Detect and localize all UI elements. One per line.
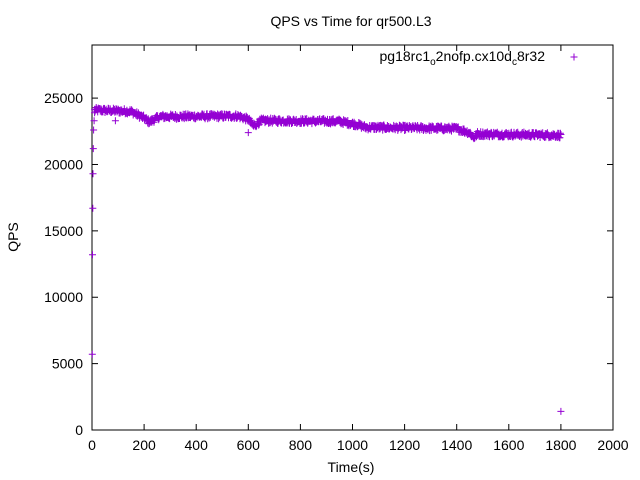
data-point xyxy=(255,120,263,128)
y-axis: 0 5000 10000 15000 20000 25000 xyxy=(44,90,613,438)
data-point-outlier xyxy=(89,145,97,153)
plot-frame xyxy=(91,44,614,431)
data-point xyxy=(557,131,565,138)
y-tick-label: 5000 xyxy=(52,356,83,372)
x-tick-label: 1400 xyxy=(441,437,472,453)
y-axis-label: QPS xyxy=(5,222,21,252)
data-point-outlier xyxy=(111,117,119,125)
data-point-outlier xyxy=(88,350,96,358)
x-axis: 0 200 400 600 800 1000 1200 1400 1600 1800 2000 xyxy=(88,45,629,453)
chart-title: QPS vs Time for qr500.L3 xyxy=(270,13,431,29)
legend: pg18rc1o2nofp.cx10dc8r32 xyxy=(380,48,578,68)
y-tick-label: 10000 xyxy=(44,289,83,305)
x-tick-label: 800 xyxy=(289,437,313,453)
data-point xyxy=(245,114,253,122)
data-point-outlier xyxy=(90,117,98,125)
x-tick-label: 200 xyxy=(132,437,156,453)
data-point-outlier xyxy=(90,126,98,134)
data-point-outlier xyxy=(244,129,252,137)
legend-label: pg18rc1o2nofp.cx10dc8r32 xyxy=(380,48,546,68)
data-series xyxy=(88,104,565,415)
y-tick-label: 0 xyxy=(75,422,83,438)
legend-marker-symbol xyxy=(570,53,578,61)
x-tick-label: 1600 xyxy=(493,437,524,453)
data-point-outlier xyxy=(89,170,97,178)
data-point-outlier xyxy=(557,407,565,415)
x-axis-label: Time(s) xyxy=(328,459,375,475)
y-tick-label: 20000 xyxy=(44,156,83,172)
legend-marker xyxy=(570,53,578,61)
x-tick-label: 600 xyxy=(237,437,261,453)
y-tick-label: 15000 xyxy=(44,223,83,239)
data-point-outlier xyxy=(89,204,97,212)
x-tick-label: 1200 xyxy=(389,437,420,453)
x-tick-label: 1800 xyxy=(545,437,576,453)
x-tick-label: 400 xyxy=(185,437,209,453)
data-point-outlier xyxy=(91,109,99,117)
x-tick-label: 1000 xyxy=(337,437,368,453)
x-tick-label: 0 xyxy=(88,437,96,453)
x-tick-label: 2000 xyxy=(597,437,628,453)
data-point-outlier xyxy=(89,251,96,259)
y-tick-label: 25000 xyxy=(44,90,83,106)
